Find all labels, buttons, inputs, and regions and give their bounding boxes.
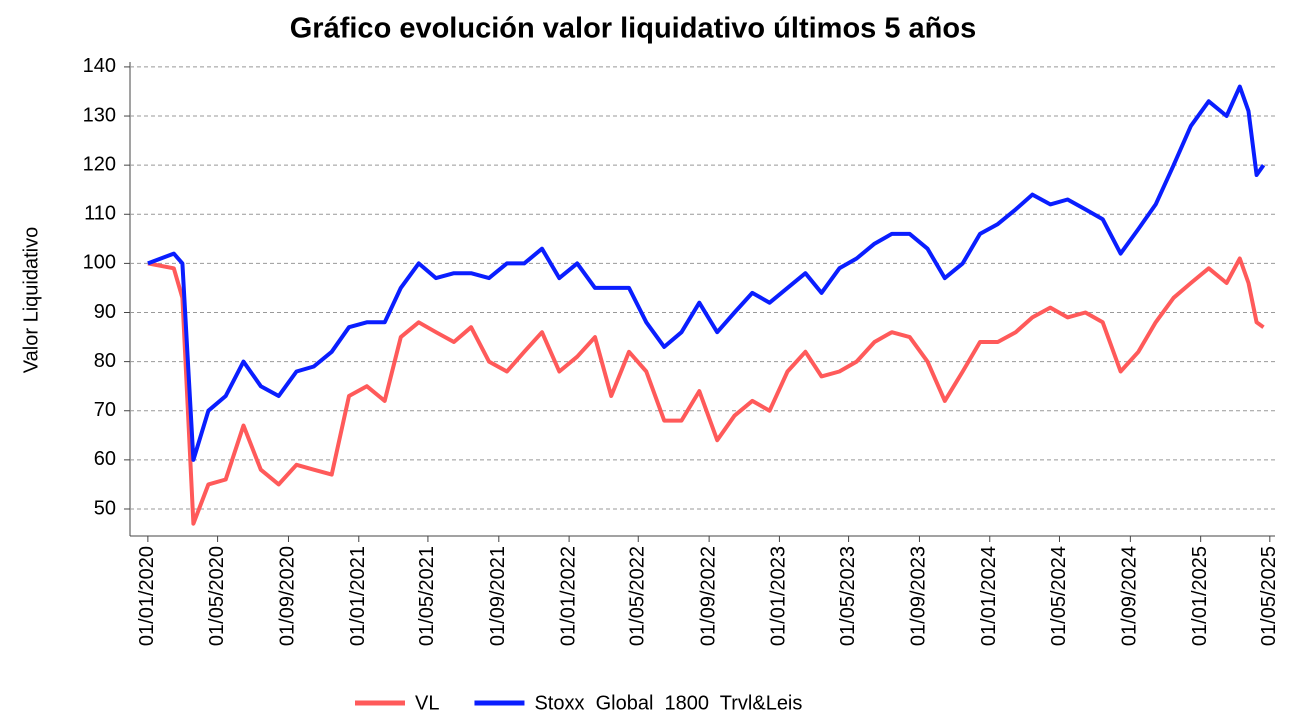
legend-label: Stoxx Global 1800 Trvl&Leis [534,692,802,714]
x-tick-label: 01/05/2024 [1048,546,1070,646]
x-tick-label: 01/01/2021 [347,546,369,646]
chart-title: Gráfico evolución valor liquidativo últi… [290,13,976,45]
x-tick-label: 01/01/2022 [557,546,579,646]
x-tick-label: 01/05/2020 [206,546,228,646]
y-tick-label: 100 [83,252,116,274]
x-tick-label: 01/05/2021 [416,546,438,646]
x-tick-label: 01/05/2023 [837,546,859,646]
y-tick-label: 90 [94,301,116,323]
y-tick-label: 140 [83,55,116,77]
legend-label: VL [415,692,439,714]
series-line [147,256,1265,526]
series-line [147,84,1266,462]
y-tick-label: 60 [94,448,116,470]
x-tick-label: 01/05/2022 [627,546,649,646]
x-tick-label: 01/09/2022 [697,546,719,646]
x-tick-label: 01/09/2024 [1119,546,1141,646]
x-tick-label: 01/01/2023 [768,546,790,646]
y-tick-label: 110 [84,203,116,225]
y-tick-label: 70 [94,399,116,421]
x-tick-label: 01/01/2025 [1189,546,1211,646]
x-tick-label: 01/09/2021 [487,546,509,646]
x-tick-label: 01/01/2024 [978,546,1000,646]
x-tick-label: 01/09/2020 [277,546,299,646]
x-tick-label: 01/05/2025 [1258,546,1280,646]
x-tick-label: 01/09/2023 [908,546,930,646]
y-tick-label: 130 [83,104,116,126]
y-tick-label: 80 [94,350,116,372]
x-tick-label: 01/01/2020 [136,546,158,646]
y-tick-label: 120 [83,153,116,175]
y-tick-label: 50 [94,497,116,519]
y-axis-label: Valor Liquidativo [20,227,42,373]
